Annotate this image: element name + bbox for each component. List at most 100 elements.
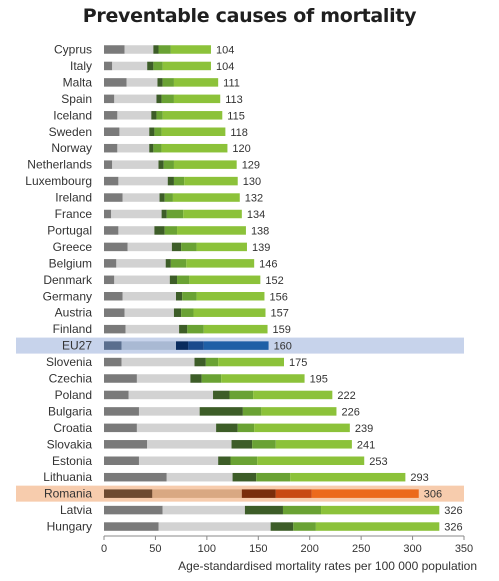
value-label-luxembourg: 130 [243, 176, 261, 188]
bar-segment-finland-1 [104, 324, 126, 334]
value-label-finland: 159 [273, 324, 291, 336]
bar-segment-croatia-4 [237, 423, 255, 433]
bar-segment-hungary-4 [293, 522, 316, 531]
bar-segment-poland-4 [229, 390, 254, 400]
category-label-portugal: Portugal [47, 223, 92, 237]
bar-segment-denmark-5 [189, 275, 261, 285]
bar-segment-luxembourg-3 [167, 176, 174, 186]
bar-segment-germany-2 [122, 292, 176, 301]
value-label-denmark: 152 [265, 275, 283, 287]
bar-segment-bulgaria-2 [138, 407, 200, 416]
value-label-hungary: 326 [444, 522, 462, 534]
value-label-lithuania: 293 [410, 472, 428, 484]
bar-segment-eu27-5 [203, 341, 269, 350]
bar-segment-netherlands-5 [173, 160, 237, 169]
category-label-slovenia: Slovenia [46, 355, 92, 369]
value-label-norway: 120 [232, 143, 250, 155]
bar-segment-italy-2 [112, 61, 148, 71]
bar-segment-hungary-3 [270, 522, 294, 531]
bar-segment-eu27-2 [121, 341, 176, 350]
category-label-poland: Poland [55, 388, 92, 402]
bar-segment-ireland-5 [172, 193, 240, 202]
bar-segment-slovenia-2 [121, 357, 195, 367]
value-label-latvia: 326 [444, 505, 462, 517]
bar-segment-bulgaria-3 [199, 407, 243, 416]
bar-segment-iceland-2 [117, 111, 152, 120]
bar-segment-romania-3 [241, 489, 276, 498]
bar-segment-latvia-5 [321, 505, 440, 515]
bar-segment-eu27-4 [188, 341, 204, 350]
value-label-netherlands: 129 [242, 160, 260, 172]
bar-segment-france-1 [104, 209, 112, 219]
value-label-cyprus: 104 [216, 45, 234, 57]
category-label-czechia: Czechia [49, 372, 93, 386]
bar-segment-denmark-4 [177, 275, 190, 285]
value-label-ireland: 132 [245, 193, 263, 205]
bar-segment-czechia-5 [221, 374, 305, 383]
bar-segment-greece-4 [181, 242, 197, 252]
bar-segment-cyprus-4 [158, 45, 171, 54]
bar-segment-slovakia-1 [104, 440, 148, 449]
bar-segment-luxembourg-4 [173, 176, 185, 186]
category-label-denmark: Denmark [43, 273, 93, 287]
category-label-latvia: Latvia [60, 503, 92, 517]
category-label-romania: Romania [44, 487, 92, 501]
bar-segment-bulgaria-4 [242, 407, 262, 416]
bar-segment-norway-2 [117, 143, 150, 153]
category-label-france: France [55, 207, 93, 221]
value-label-eu27: 160 [274, 341, 292, 353]
value-label-portugal: 138 [251, 225, 269, 237]
bar-segment-belgium-5 [186, 259, 255, 268]
bar-segment-estonia-4 [230, 456, 258, 465]
bar-segment-romania-2 [152, 489, 242, 498]
bar-segment-slovakia-5 [275, 440, 352, 449]
bar-segment-slovenia-1 [104, 357, 122, 367]
bar-segment-luxembourg-2 [118, 176, 168, 186]
bar-segment-spain-4 [161, 94, 174, 104]
bar-segment-netherlands-1 [104, 160, 113, 169]
tick-label-100: 100 [198, 543, 216, 555]
category-label-greece: Greece [53, 240, 93, 254]
bar-segment-slovenia-5 [218, 357, 284, 367]
bar-segment-netherlands-2 [112, 160, 159, 169]
bar-segment-france-4 [166, 209, 184, 219]
bar-segment-slovenia-3 [194, 357, 206, 367]
chart-title: Preventable causes of mortality [82, 5, 417, 27]
bar-segment-austria-3 [173, 308, 182, 317]
bar-segment-romania-5 [311, 489, 419, 498]
bar-segment-ireland-4 [164, 193, 173, 202]
bar-segment-croatia-3 [216, 423, 238, 433]
category-label-bulgaria: Bulgaria [48, 404, 92, 418]
bar-segment-malta-4 [162, 78, 174, 87]
bar-segment-malta-3 [157, 78, 163, 87]
category-label-croatia: Croatia [53, 421, 92, 435]
category-label-belgium: Belgium [49, 256, 92, 270]
bar-segment-portugal-1 [104, 226, 119, 235]
bar-segment-czechia-4 [201, 374, 222, 383]
bar-segment-croatia-1 [104, 423, 137, 433]
value-label-belgium: 146 [259, 258, 277, 270]
value-label-slovenia: 175 [289, 357, 307, 369]
bar-segment-cyprus-2 [124, 45, 154, 54]
labels-layer: Cyprus 104 Italy 104 Malta 111 Spain 113 Iceland… [25, 43, 462, 534]
category-label-germany: Germany [43, 289, 92, 303]
bar-segment-lithuania-2 [166, 472, 233, 482]
bar-segment-austria-5 [193, 308, 266, 317]
bar-segment-ireland-2 [122, 193, 160, 202]
bar-segment-lithuania-4 [256, 472, 291, 482]
category-label-finland: Finland [53, 322, 92, 336]
bar-segment-belgium-2 [116, 259, 166, 268]
bar-segment-lithuania-5 [290, 472, 406, 482]
category-label-slovakia: Slovakia [47, 437, 93, 451]
bar-segment-spain-5 [173, 94, 221, 104]
tick-label-250: 250 [352, 543, 370, 555]
category-label-netherlands: Netherlands [27, 158, 92, 172]
bar-segment-latvia-3 [244, 505, 283, 515]
value-label-czechia: 195 [310, 374, 328, 386]
bar-segment-norway-4 [153, 143, 162, 153]
value-label-austria: 157 [270, 308, 288, 320]
bar-segment-netherlands-4 [163, 160, 174, 169]
value-label-malta: 111 [223, 77, 240, 89]
bar-segment-greece-3 [171, 242, 182, 252]
